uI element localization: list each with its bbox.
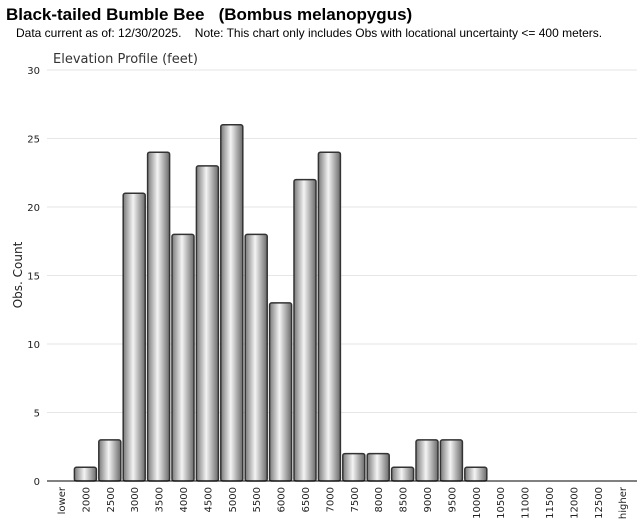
bar-5500 [244, 233, 268, 482]
x-tick-label: 11000 [521, 487, 532, 519]
bar-7000 [317, 151, 342, 482]
x-tick-label: 11500 [545, 487, 556, 519]
bar-9500 [439, 439, 464, 482]
bar-8500 [390, 466, 415, 482]
x-tick-label: lower [57, 486, 68, 514]
x-tick-label: 9500 [447, 487, 458, 512]
x-tick-label: 5500 [252, 487, 263, 512]
y-tick-label: 25 [27, 135, 40, 146]
page-title: Black-tailed Bumble Bee (Bombus melanopy… [6, 5, 413, 24]
x-tick-label: higher [618, 486, 629, 519]
y-axis-label: Obs. Count [11, 241, 25, 308]
y-tick-label: 15 [27, 272, 40, 283]
bar-5000 [220, 124, 244, 482]
axes: 0 5 10 15 20 25 30 lower 2000 2500 3000 3500 4000 450… [27, 66, 637, 519]
y-tick-label: 0 [34, 477, 40, 488]
x-tick-label: 3000 [130, 487, 141, 512]
x-tick-label: 10000 [472, 487, 483, 519]
bars [73, 124, 488, 482]
bar-10000 [464, 466, 488, 482]
bar-3500 [146, 151, 171, 482]
x-tick-label: 10500 [496, 487, 507, 519]
x-tick-label: 6000 [277, 487, 288, 512]
y-tick-label: 30 [27, 66, 40, 77]
chart-title: Elevation Profile (feet) [53, 52, 198, 67]
bar-3000 [122, 192, 146, 482]
x-tick-label: 9000 [423, 487, 434, 512]
bar-2500 [98, 439, 122, 482]
bar-4000 [171, 233, 195, 482]
x-tick-label: 6500 [301, 487, 312, 512]
x-tick-label: 4500 [203, 487, 214, 512]
data-note: Data current as of: 12/30/2025. Note: Th… [16, 26, 603, 40]
y-tick-label: 20 [27, 203, 40, 214]
x-tick-label: 12500 [594, 487, 605, 519]
x-tick-label: 4000 [179, 487, 190, 512]
x-tick-label: 7000 [325, 487, 336, 512]
x-tick-label: 5000 [228, 487, 239, 512]
bar-4500 [195, 165, 220, 482]
x-tick-label: 2000 [81, 487, 92, 512]
x-tick-label: 8000 [374, 487, 385, 512]
bar-8000 [366, 452, 390, 482]
x-tick-label: 8500 [399, 487, 410, 512]
bar-6000 [268, 302, 293, 482]
x-tick-label: 12000 [569, 487, 580, 519]
bar-7500 [342, 452, 366, 482]
bar-2000 [73, 466, 98, 482]
x-tick-label: 7500 [350, 487, 361, 512]
x-tick-label: 3500 [155, 487, 166, 512]
bar-9000 [415, 439, 439, 482]
bar-6500 [293, 178, 317, 482]
y-tick-label: 10 [27, 340, 40, 351]
x-tick-label: 2500 [106, 487, 117, 512]
y-tick-label: 5 [34, 409, 40, 420]
